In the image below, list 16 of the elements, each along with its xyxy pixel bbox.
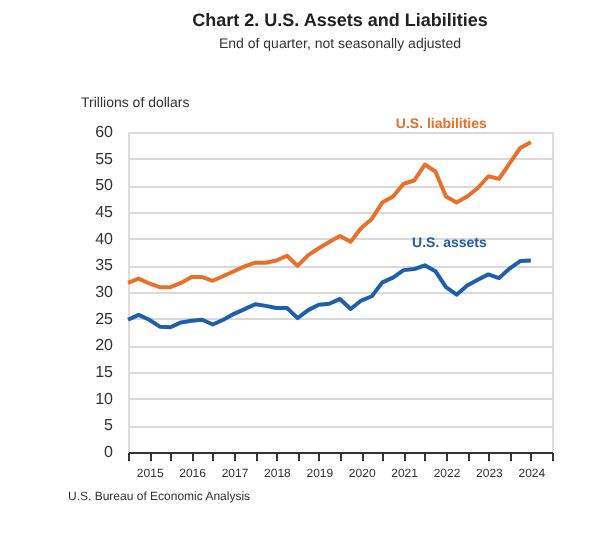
- line-series: [126, 140, 533, 290]
- y-tick-label: 25: [95, 309, 115, 328]
- y-tick-label: 50: [95, 176, 115, 195]
- y-tick-label: 5: [104, 416, 115, 435]
- y-tick-label: 15: [95, 363, 115, 381]
- y-tick-label: 10: [95, 389, 115, 408]
- y-tick-label: 0: [104, 443, 115, 461]
- y-tick-label: 35: [95, 256, 115, 275]
- y-tick-label: 30: [95, 283, 115, 301]
- y-tick-label: 20: [95, 336, 115, 355]
- y-tick-label: 45: [95, 203, 115, 221]
- chart-title: Chart 2. U.S. Assets and Liabilities: [192, 10, 488, 30]
- y-tick-label: 40: [95, 229, 115, 248]
- y-tick-label: 55: [95, 149, 115, 168]
- line-series: [126, 258, 533, 330]
- y-tick-label: 60: [95, 123, 115, 141]
